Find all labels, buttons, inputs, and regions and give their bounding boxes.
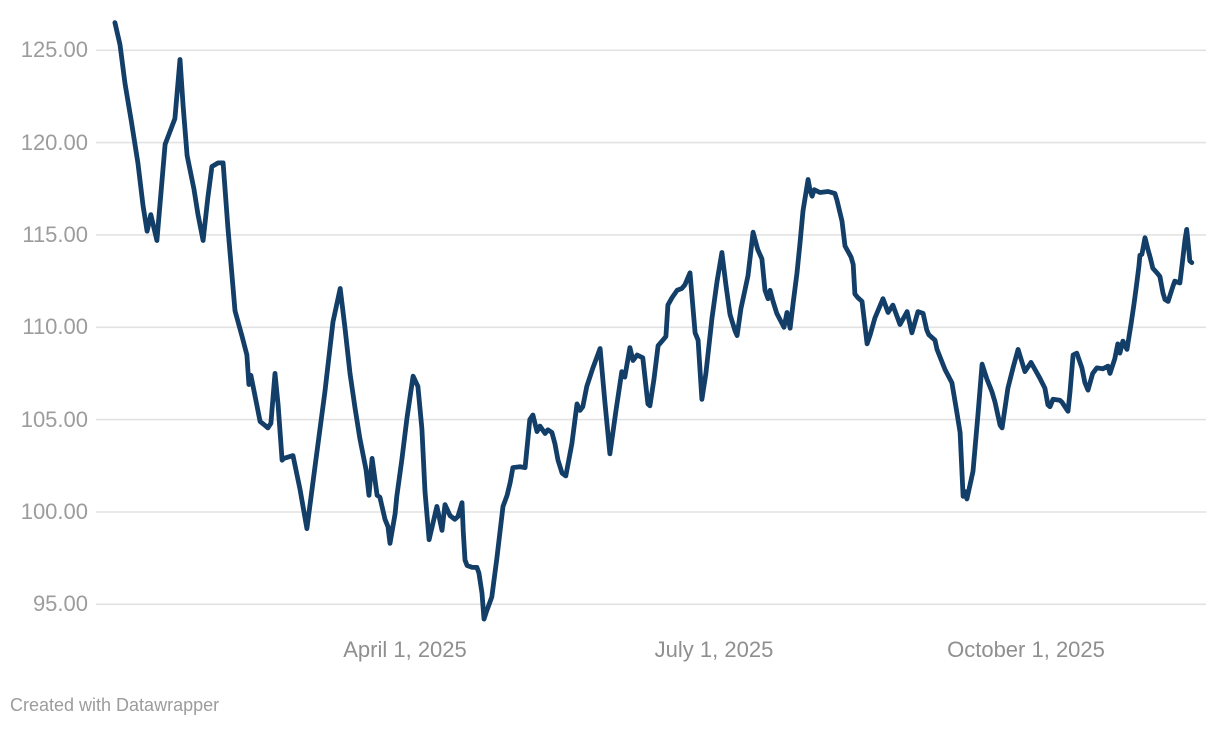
y-axis-tick-label: 125.00: [20, 37, 88, 62]
y-axis-tick-label: 115.00: [22, 222, 88, 247]
x-axis-tick-label: April 1, 2025: [343, 637, 467, 662]
x-axis-tick-label: July 1, 2025: [654, 637, 774, 662]
y-axis-tick-label: 110.00: [22, 314, 88, 339]
data-line-series: [112, 20, 1195, 622]
y-axis-tick-label: 100.00: [20, 499, 88, 524]
y-axis-tick-label: 105.00: [20, 407, 88, 432]
y-axis-tick-label: 95.00: [32, 591, 88, 616]
datawrapper-attribution: Created with Datawrapper: [10, 695, 220, 715]
y-axis-tick-label: 120.00: [20, 130, 88, 155]
x-axis-tick-label: October 1, 2025: [947, 637, 1105, 662]
